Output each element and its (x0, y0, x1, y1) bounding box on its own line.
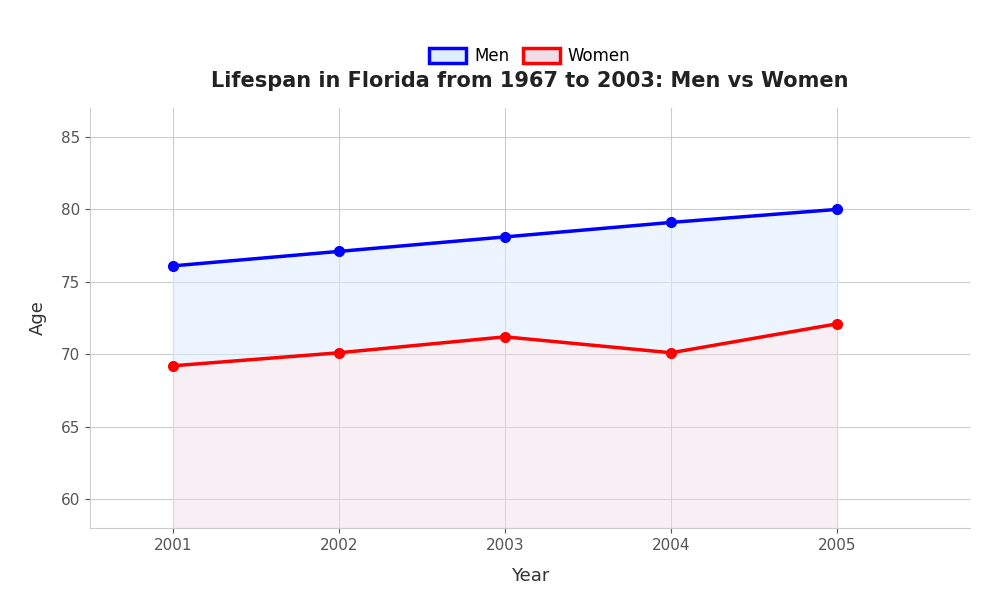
Line: Women: Women (168, 319, 842, 371)
Women (499, 333, 511, 340)
Title: Lifespan in Florida from 1967 to 2003: Men vs Women: Lifespan in Florida from 1967 to 2003: M… (211, 71, 849, 91)
Women (831, 320, 843, 328)
Line: Men: Men (168, 205, 842, 271)
Men (665, 219, 677, 226)
Men (333, 248, 345, 255)
Women (665, 349, 677, 356)
Women (167, 362, 179, 370)
Men (167, 262, 179, 269)
Men (499, 233, 511, 241)
X-axis label: Year: Year (511, 566, 549, 584)
Y-axis label: Age: Age (29, 301, 47, 335)
Men (831, 206, 843, 213)
Women (333, 349, 345, 356)
Legend: Men, Women: Men, Women (423, 41, 637, 72)
